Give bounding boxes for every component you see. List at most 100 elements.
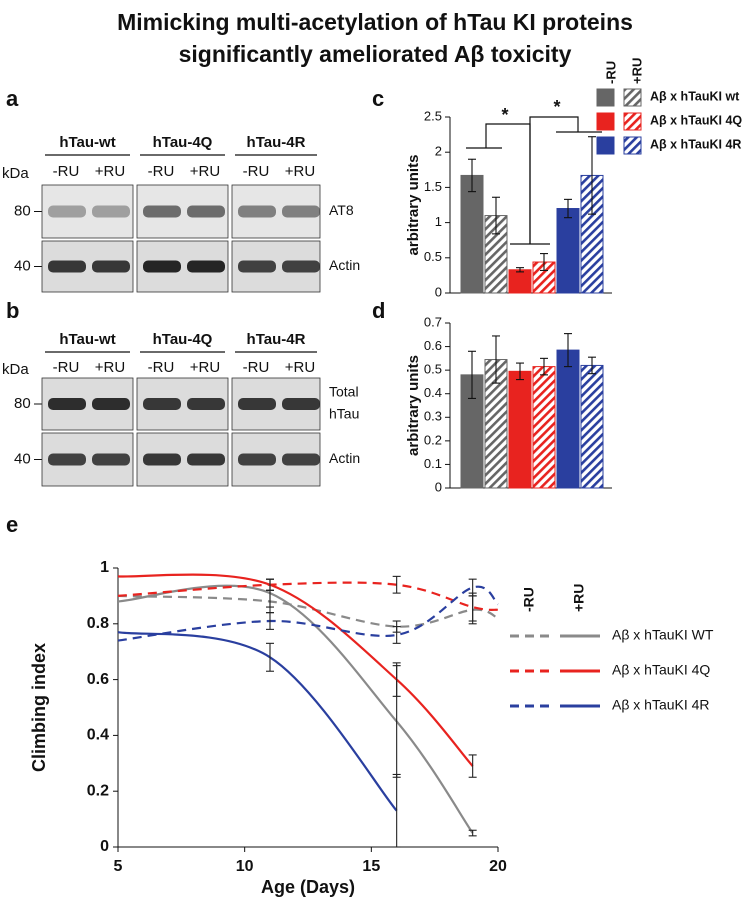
y-tick-label: 0.5: [424, 249, 442, 264]
group-label: hTau-4R: [247, 134, 306, 151]
kda-marker: 80: [14, 202, 31, 219]
blot-band: [48, 398, 86, 410]
y-tick-label: 0.3: [424, 409, 442, 424]
blot-band: [282, 260, 320, 273]
lane-label: +RU: [95, 163, 125, 180]
lane-label: +RU: [190, 359, 220, 376]
x-tick-label: 20: [489, 858, 507, 875]
y-tick-label: 1.5: [424, 179, 442, 194]
legend-label: Aβ x hTauKI 4R: [650, 137, 741, 151]
band-label: Actin: [329, 257, 360, 273]
lane-label: -RU: [243, 163, 270, 180]
legend-group: -RU: [603, 61, 618, 84]
blot-band: [48, 205, 86, 218]
group-label: hTau-4R: [247, 331, 306, 348]
legend-swatch: [596, 88, 615, 107]
kda-marker: 40: [14, 450, 31, 467]
line: [117, 631, 398, 812]
panel-label: b: [6, 298, 19, 323]
y-tick-label: 1: [435, 214, 442, 229]
blot-band: [282, 398, 320, 410]
legend-swatch: [623, 136, 642, 155]
blot-band: [48, 260, 86, 273]
blot-band: [187, 260, 225, 273]
legend-label: Aβ x hTauKI 4R: [612, 697, 710, 713]
y-tick-label: 0: [100, 838, 109, 855]
blot-band: [238, 398, 276, 410]
blot-strip: [41, 184, 134, 239]
lane-label: -RU: [53, 163, 80, 180]
y-tick-label: 0.4: [424, 385, 442, 400]
x-tick-label: 10: [236, 858, 254, 875]
y-tick-label: 0.2: [424, 432, 442, 447]
lane-label: -RU: [243, 359, 270, 376]
blot-band: [143, 205, 181, 218]
x-tick-label: 5: [114, 858, 123, 875]
legend-label: Aβ x hTauKI WT: [612, 627, 714, 643]
legend-swatch: [596, 112, 615, 131]
legend-group: +RU: [571, 584, 587, 612]
blot-band: [143, 260, 181, 273]
significance-brackets: [466, 116, 602, 245]
y-tick-label: 0.6: [87, 671, 109, 688]
annotation: *: [501, 105, 508, 125]
y-axis-label: Climbing index: [29, 643, 49, 772]
blot-band: [238, 453, 276, 466]
legend-label: Aβ x hTauKI wt: [650, 89, 740, 103]
blot-band: [92, 260, 130, 273]
bar: [508, 370, 532, 489]
kda-marker: 80: [14, 395, 31, 412]
x-axis-label: Age (Days): [261, 877, 355, 897]
line: [117, 581, 499, 611]
bracket: [529, 116, 602, 244]
group-label: hTau-wt: [59, 331, 115, 348]
blot-band: [92, 205, 130, 218]
lane-label: -RU: [53, 359, 80, 376]
blot-band: [92, 398, 130, 410]
y-tick-label: 0.4: [87, 727, 109, 744]
band-label: hTau: [329, 406, 359, 422]
bar: [556, 208, 580, 294]
blot-band: [187, 205, 225, 218]
blot-band: [187, 453, 225, 466]
panel-label: a: [6, 86, 19, 111]
y-tick-label: 0: [435, 284, 442, 299]
band-label: AT8: [329, 202, 354, 218]
panel-label: c: [372, 86, 384, 111]
legend-swatch: [623, 112, 642, 131]
legend-group: -RU: [521, 587, 537, 612]
group-label: hTau-4Q: [153, 331, 213, 348]
line: [117, 585, 499, 642]
lane-label: +RU: [190, 163, 220, 180]
line: [117, 594, 499, 628]
lane-label: -RU: [148, 163, 175, 180]
lane-label: +RU: [285, 163, 315, 180]
bar: [532, 366, 556, 489]
blot-band: [143, 453, 181, 466]
blot-band: [48, 453, 86, 466]
y-tick-label: 0.6: [424, 338, 442, 353]
title-line: Mimicking multi-acetylation of hTau KI p…: [117, 9, 633, 35]
legend-swatch: [596, 136, 615, 155]
legend-label: Aβ x hTauKI 4Q: [650, 113, 742, 127]
y-tick-label: 0.1: [424, 456, 442, 471]
blot-band: [143, 398, 181, 410]
lane-label: -RU: [148, 359, 175, 376]
blot-band: [282, 453, 320, 466]
unit-label: kDa: [2, 361, 29, 378]
blot-band: [238, 205, 276, 218]
line: [117, 584, 474, 834]
kda-marker: 40: [14, 257, 31, 274]
y-tick-label: 0.8: [87, 615, 109, 632]
legend-label: Aβ x hTauKI 4Q: [612, 662, 710, 678]
bar: [580, 364, 604, 489]
blot-band: [238, 260, 276, 273]
annotation: *: [553, 97, 560, 117]
bar: [508, 269, 532, 294]
y-axis-label: arbitrary units: [405, 155, 422, 256]
band-label: Total: [329, 384, 359, 400]
blot-band: [92, 453, 130, 466]
y-tick-label: 2: [435, 144, 442, 159]
bar: [556, 349, 580, 489]
